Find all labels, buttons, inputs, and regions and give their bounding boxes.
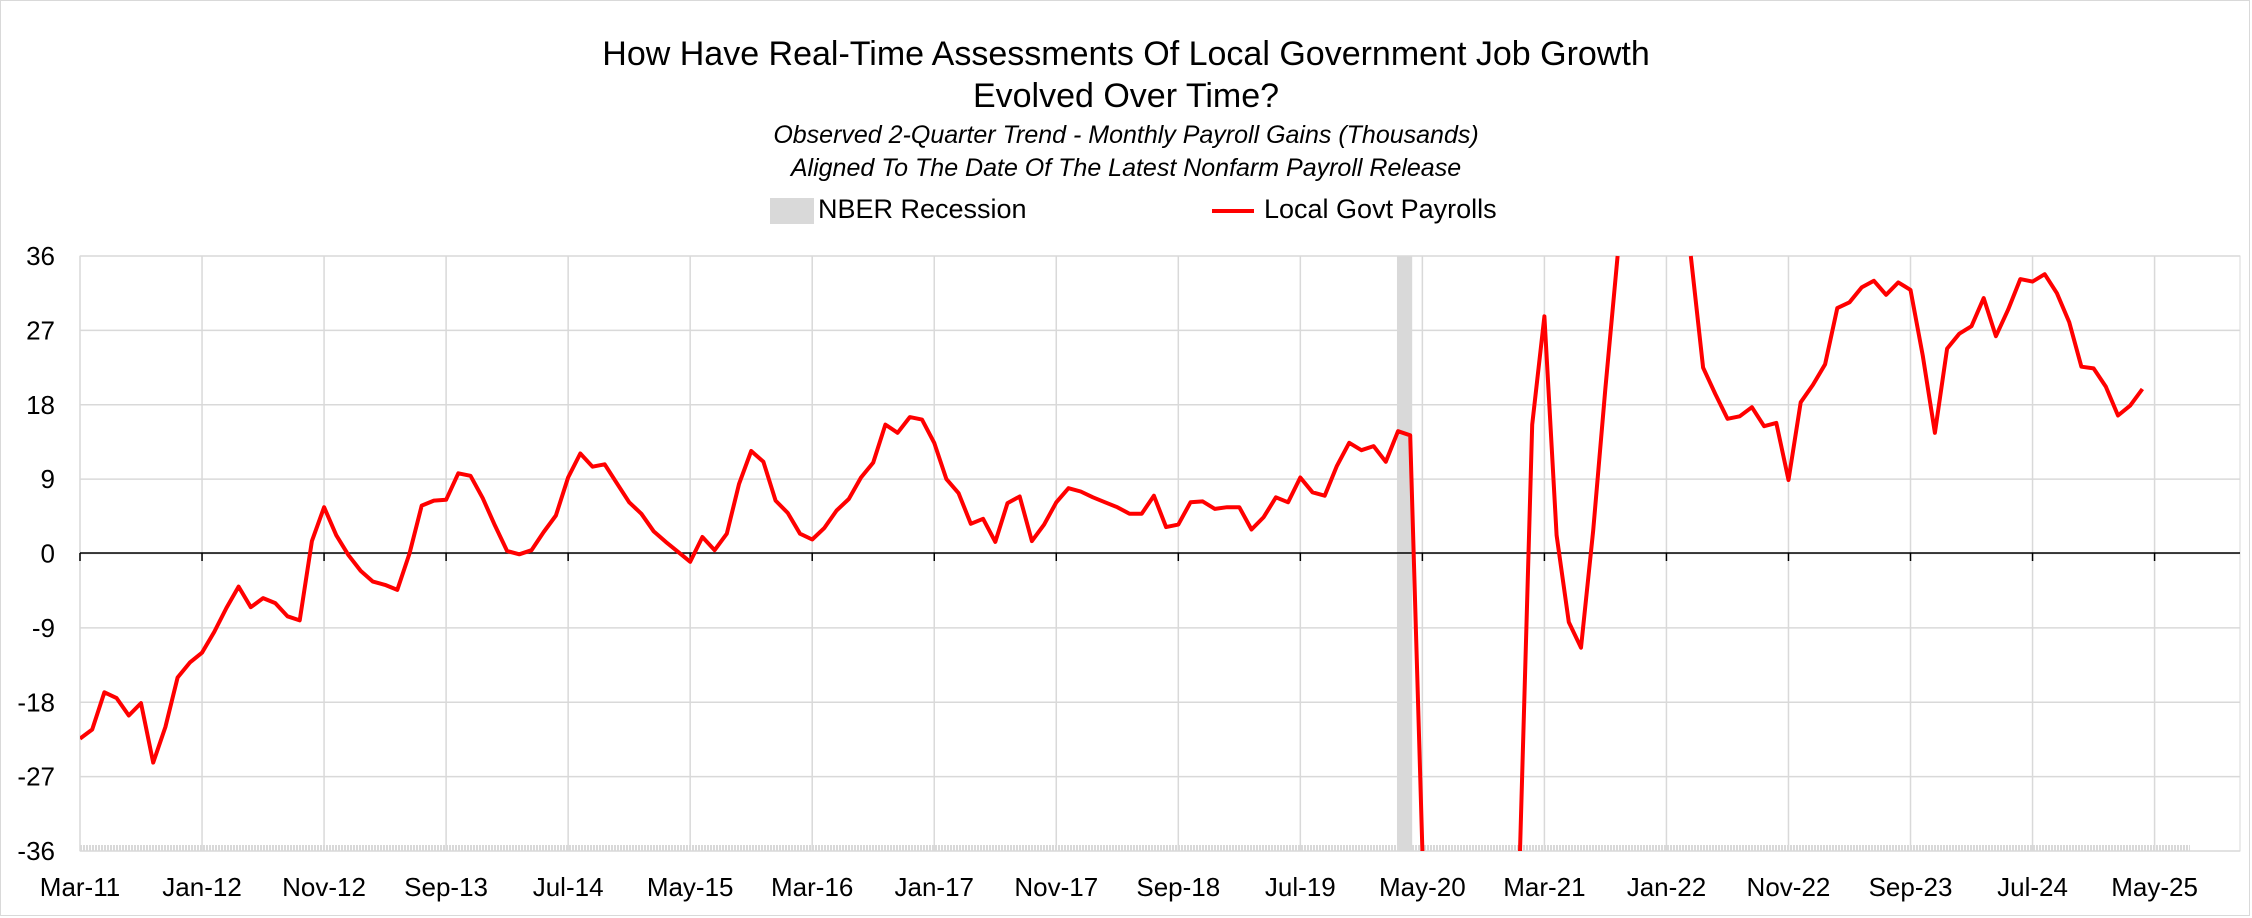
chart-title-line1: How Have Real-Time Assessments Of Local … bbox=[602, 35, 1650, 73]
legend-swatch-payrolls bbox=[1212, 208, 1254, 213]
chart-title-line2: Evolved Over Time? bbox=[972, 77, 1280, 115]
legend-label-recession: NBER Recession bbox=[818, 194, 1027, 224]
x-tick-label: Mar-16 bbox=[771, 872, 853, 902]
legend-item-recession: NBER Recession bbox=[770, 192, 1027, 226]
series-line-local-govt-payrolls bbox=[1518, 255, 1620, 851]
y-tick-label: 18 bbox=[26, 390, 55, 420]
y-tick-label: 36 bbox=[26, 241, 55, 271]
legend-swatch-recession bbox=[770, 197, 814, 224]
y-tick-label: -27 bbox=[17, 762, 55, 792]
x-tick-label: Jul-24 bbox=[1997, 872, 2068, 902]
y-tick-label: -9 bbox=[32, 613, 55, 643]
legend-item-payrolls: Local Govt Payrolls bbox=[1212, 192, 1497, 226]
y-tick-label: -36 bbox=[17, 836, 55, 866]
x-tick-label: Sep-23 bbox=[1869, 872, 1953, 902]
x-tick-label: May-20 bbox=[1379, 872, 1466, 902]
x-tick-label: Jan-22 bbox=[1627, 872, 1707, 902]
x-tick-label: Nov-22 bbox=[1747, 872, 1831, 902]
x-tick-label: Jan-17 bbox=[894, 872, 974, 902]
x-tick-label: Mar-11 bbox=[40, 872, 120, 902]
y-tick-label: -18 bbox=[17, 687, 55, 717]
y-tick-label: 27 bbox=[26, 315, 55, 345]
chart-subtitle-line1: Observed 2-Quarter Trend - Monthly Payro… bbox=[773, 121, 1479, 149]
chart-subtitle-line2: Aligned To The Date Of The Latest Nonfar… bbox=[790, 154, 1462, 182]
x-tick-label: May-15 bbox=[647, 872, 734, 902]
x-tick-label: May-25 bbox=[2111, 872, 2198, 902]
x-tick-label: Jan-12 bbox=[162, 872, 242, 902]
x-tick-label: Sep-18 bbox=[1136, 872, 1220, 902]
x-tick-label: Mar-21 bbox=[1503, 872, 1585, 902]
series-line-local-govt-payrolls bbox=[1688, 255, 2145, 482]
x-tick-label: Jul-19 bbox=[1265, 872, 1336, 902]
series-line-local-govt-payrolls bbox=[80, 415, 1425, 851]
y-tick-label: 9 bbox=[41, 464, 55, 494]
x-tick-label: Sep-13 bbox=[404, 872, 488, 902]
legend-label-payrolls: Local Govt Payrolls bbox=[1264, 194, 1497, 224]
x-tick-label: Nov-12 bbox=[282, 872, 366, 902]
x-tick-label: Nov-17 bbox=[1014, 872, 1098, 902]
y-tick-label: 0 bbox=[41, 539, 55, 569]
x-tick-label: Jul-14 bbox=[533, 872, 604, 902]
